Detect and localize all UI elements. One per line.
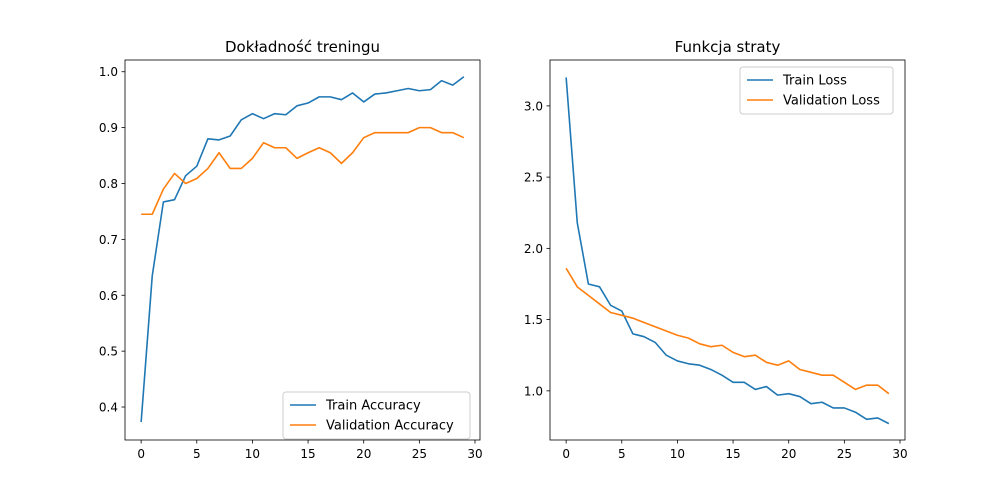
loss-y-tick-label: 1.5	[524, 313, 543, 327]
loss-legend-box	[739, 66, 894, 115]
accuracy-series-line-validation-accuracy	[141, 126, 465, 216]
loss-axes-frame	[549, 59, 906, 441]
accuracy-x-tick-label: 0	[137, 447, 145, 461]
loss-x-tick-label: 10	[670, 447, 685, 461]
accuracy-y-tick-label: 0.8	[99, 177, 118, 191]
accuracy-x-tick-label: 5	[193, 447, 201, 461]
loss-legend-label-train-loss: Train Loss	[782, 74, 847, 89]
accuracy-y-tick-label: 0.4	[99, 401, 118, 415]
loss-x-tick-label: 0	[562, 447, 570, 461]
accuracy-legend-label-validation-accuracy: Validation Accuracy	[326, 419, 454, 434]
loss-chart-title: Funkcja straty	[675, 38, 781, 56]
loss-legend-label-validation-loss: Validation Loss	[783, 94, 880, 109]
loss-x-tick-label: 20	[781, 447, 796, 461]
loss-series-line-validation-loss	[565, 267, 890, 395]
accuracy-x-tick-label: 10	[245, 447, 260, 461]
loss-x-tick-label: 25	[837, 447, 852, 461]
accuracy-y-tick-label: 0.6	[99, 289, 118, 303]
accuracy-chart: Dokładność treningu 0 5 10 15 20 25 30 0.4 0.5 0.6…	[99, 38, 483, 461]
accuracy-chart-title: Dokładność treningu	[225, 38, 380, 56]
loss-chart: Funkcja straty 0 5 10 15 20 25 30 1.0 1.5 2.0 2.5 3.…	[524, 38, 908, 461]
accuracy-legend-box	[282, 391, 471, 440]
loss-x-tick-label: 5	[618, 447, 626, 461]
accuracy-x-tick-label: 30	[467, 447, 482, 461]
accuracy-y-tick-label: 1.0	[99, 65, 118, 79]
accuracy-y-tick-label: 0.5	[99, 345, 118, 359]
loss-y-tick-label: 2.5	[524, 171, 543, 185]
accuracy-axes-frame	[124, 59, 481, 441]
loss-y-tick-label: 3.0	[524, 99, 543, 113]
loss-x-tick-label: 15	[725, 447, 740, 461]
loss-series-line-train-loss	[565, 77, 890, 425]
accuracy-y-tick-label: 0.7	[99, 233, 118, 247]
loss-x-tick-label: 30	[892, 447, 907, 461]
accuracy-series-line-train-accuracy	[140, 76, 465, 423]
accuracy-legend-label-train-accuracy: Train Accuracy	[325, 399, 421, 414]
accuracy-x-tick-label: 20	[356, 447, 371, 461]
accuracy-x-tick-label: 25	[412, 447, 427, 461]
accuracy-y-tick-label: 0.9	[99, 121, 118, 135]
loss-y-tick-label: 1.0	[524, 384, 543, 398]
loss-y-tick-label: 2.0	[524, 242, 543, 256]
accuracy-x-tick-label: 15	[300, 447, 315, 461]
